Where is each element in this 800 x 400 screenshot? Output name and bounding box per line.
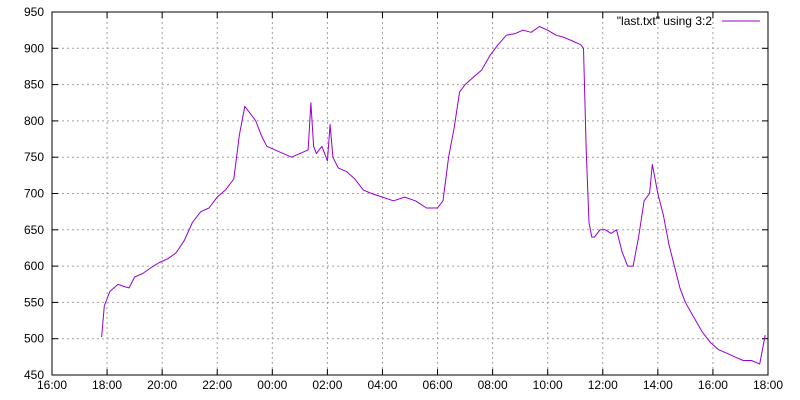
y-tick-label: 650: [24, 223, 44, 237]
y-tick-label: 950: [24, 5, 44, 19]
grid: [52, 12, 768, 375]
y-tick-label: 850: [24, 78, 44, 92]
x-tick-label: 06:00: [423, 378, 453, 392]
x-tick-label: 10:00: [533, 378, 563, 392]
y-tick-label: 750: [24, 150, 44, 164]
x-tick-label: 02:00: [312, 378, 342, 392]
x-tick-label: 08:00: [478, 378, 508, 392]
x-tick-label: 16:00: [698, 378, 728, 392]
plot-frame: [51, 11, 769, 376]
x-tick-label: 20:00: [147, 378, 177, 392]
legend-label: "last.txt" using 3:2: [617, 14, 713, 28]
axis-ticks: [51, 11, 769, 376]
y-tick-label: 550: [24, 295, 44, 309]
y-tick-label: 500: [24, 332, 44, 346]
x-tick-label: 16:00: [37, 378, 67, 392]
x-tick-label: 18:00: [92, 378, 122, 392]
series-layer: [101, 26, 766, 365]
x-tick-label: 22:00: [202, 378, 232, 392]
y-tick-label: 800: [24, 114, 44, 128]
series-line: [101, 26, 766, 365]
x-tick-label: 14:00: [643, 378, 673, 392]
y-tick-label: 700: [24, 187, 44, 201]
legend: "last.txt" using 3:2: [617, 14, 760, 28]
y-tick-label: 600: [24, 259, 44, 273]
x-tick-label: 12:00: [588, 378, 618, 392]
y-tick-label: 450: [24, 368, 44, 382]
x-tick-label: 00:00: [257, 378, 287, 392]
tick-labels: 450 500 550 600 650 700 750 800 850 900 950 16:00 18…: [24, 5, 783, 392]
x-tick-label: 04:00: [367, 378, 397, 392]
y-tick-label: 900: [24, 41, 44, 55]
x-tick-label: 18:00: [753, 378, 783, 392]
